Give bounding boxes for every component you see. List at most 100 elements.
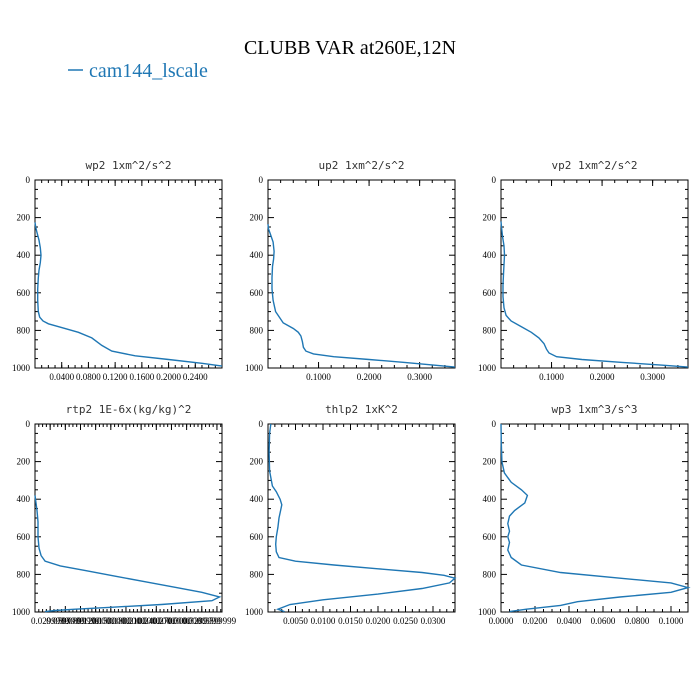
panel-2: up2 1xm^2/s^2 0 200 400 600 800 1000 0.1000 0.20… <box>245 159 456 382</box>
y-tick-label: 1000 <box>245 607 264 617</box>
panel-5: thlp2 1xK^2 0 200 400 600 800 1000 0.0050 0.0100… <box>245 403 457 626</box>
x-tick-label: 0.0100 <box>311 616 336 626</box>
x-tick-label: 0.0000 <box>489 616 514 626</box>
x-tick-label: 0.0400 <box>557 616 582 626</box>
y-tick-label: 600 <box>17 288 31 298</box>
x-tick-label: 0.0800 <box>625 616 650 626</box>
x-tick-label: 0.1200000 <box>77 616 116 626</box>
x-tick-label: 0.2400 <box>183 372 208 382</box>
panel-title: thlp2 1xK^2 <box>325 403 398 416</box>
y-tick-label: 200 <box>250 213 264 223</box>
x-tick-label: 0.1500000 <box>92 616 131 626</box>
y-tick-label: 1000 <box>478 363 497 373</box>
figure-title: CLUBB VAR at260E,12N <box>244 37 456 59</box>
series-line <box>500 423 691 613</box>
y-tick-label: 200 <box>17 213 31 223</box>
x-tick-label: 0.3299999 <box>183 616 222 626</box>
y-tick-label: 400 <box>17 494 31 504</box>
y-tick-label: 400 <box>17 250 31 260</box>
plot-frame <box>34 179 223 369</box>
panel-1: wp2 1xm^2/s^2 0 200 400 600 800 1000 0.0400 0.08… <box>12 159 223 382</box>
x-tick-label: 0.1000 <box>659 616 684 626</box>
y-tick-label: 400 <box>250 494 264 504</box>
y-tick-label: 1000 <box>245 363 264 373</box>
panel-title: wp2 1xm^2/s^2 <box>85 159 171 172</box>
plot-frame <box>500 423 689 613</box>
y-tick-label: 400 <box>483 494 497 504</box>
x-tick-label: 0.0600 <box>591 616 616 626</box>
panel-6: wp3 1xm^3/s^3 0 200 400 600 800 10000.0000 0.02… <box>478 403 691 626</box>
x-tick-label: 0.1600 <box>129 372 154 382</box>
y-tick-label: 400 <box>250 250 264 260</box>
panel-title: rtp2 1E-6x(kg/kg)^2 <box>66 403 192 416</box>
x-tick-label: 0.0250 <box>393 616 418 626</box>
x-tick-label: 0.1000 <box>539 372 564 382</box>
x-tick-label: 0.1000 <box>306 372 331 382</box>
y-tick-label: 0 <box>259 419 264 429</box>
series-line <box>267 224 456 368</box>
y-tick-label: 600 <box>17 532 31 542</box>
legend-label: cam144_lscale <box>89 60 208 82</box>
x-tick-label: 0.1200 <box>103 372 128 382</box>
x-tick-label: 0.3000000 <box>167 616 206 626</box>
panel-3: vp2 1xm^2/s^2 0 200 400 600 800 1000 0.1000 0.20… <box>478 159 689 382</box>
x-tick-label: 0.0150 <box>338 616 363 626</box>
x-tick-label: 0.1800000 <box>107 616 146 626</box>
x-tick-label: 0.0300 <box>421 616 446 626</box>
x-tick-label: 0.0599999 <box>46 616 85 626</box>
x-tick-label: 0.0400 <box>49 372 74 382</box>
y-tick-label: 1000 <box>12 607 31 617</box>
x-tick-label: 0.0899999 <box>61 616 100 626</box>
y-tick-label: 600 <box>483 532 497 542</box>
y-tick-label: 800 <box>250 325 264 335</box>
plot-frame <box>267 179 456 369</box>
y-tick-label: 0 <box>492 419 497 429</box>
y-tick-label: 1000 <box>478 607 497 617</box>
y-tick-label: 0 <box>259 175 264 185</box>
y-tick-label: 200 <box>483 457 497 467</box>
y-tick-label: 200 <box>483 213 497 223</box>
x-tick-label: 0.2000 <box>357 372 382 382</box>
series-line <box>268 423 457 613</box>
x-tick-label: 0.2400000 <box>137 616 176 626</box>
panel-title: up2 1xm^2/s^2 <box>318 159 404 172</box>
plot-frame <box>267 423 456 613</box>
y-tick-label: 600 <box>250 532 264 542</box>
plot-frame <box>34 423 223 613</box>
y-tick-label: 800 <box>250 569 264 579</box>
plot-frame <box>500 179 689 369</box>
y-tick-label: 400 <box>483 250 497 260</box>
x-tick-label: 0.0299999 <box>31 616 70 626</box>
panel-4: rtp2 1E-6x(kg/kg)^2 0 200 400 600 800 10000.02… <box>12 403 237 626</box>
y-tick-label: 600 <box>483 288 497 298</box>
y-tick-label: 600 <box>250 288 264 298</box>
x-tick-label: 0.0200 <box>523 616 548 626</box>
y-tick-label: 800 <box>483 569 497 579</box>
series-line <box>500 221 689 368</box>
x-tick-label: 0.0800 <box>76 372 101 382</box>
x-tick-label: 0.2000 <box>156 372 181 382</box>
y-tick-label: 800 <box>483 325 497 335</box>
legend: cam144_lscale <box>68 60 208 82</box>
y-tick-label: 200 <box>17 457 31 467</box>
y-tick-label: 200 <box>250 457 264 467</box>
x-tick-label: 0.3599999 <box>198 616 237 626</box>
series-line <box>34 222 223 367</box>
y-tick-label: 800 <box>17 325 31 335</box>
y-tick-label: 0 <box>26 175 31 185</box>
x-tick-label: 0.0200 <box>366 616 391 626</box>
panel-title: vp2 1xm^2/s^2 <box>551 159 637 172</box>
x-tick-label: 0.2000 <box>590 372 615 382</box>
x-tick-label: 0.3000 <box>407 372 432 382</box>
x-tick-label: 0.2100000 <box>122 616 161 626</box>
x-tick-label: 0.3000 <box>640 372 665 382</box>
x-tick-label: 0.0050 <box>283 616 308 626</box>
y-tick-label: 800 <box>17 569 31 579</box>
panel-title: wp3 1xm^3/s^3 <box>551 403 637 416</box>
series-line <box>34 495 222 613</box>
y-tick-label: 0 <box>492 175 497 185</box>
x-tick-label: 0.2700000 <box>152 616 191 626</box>
y-tick-label: 1000 <box>12 363 31 373</box>
